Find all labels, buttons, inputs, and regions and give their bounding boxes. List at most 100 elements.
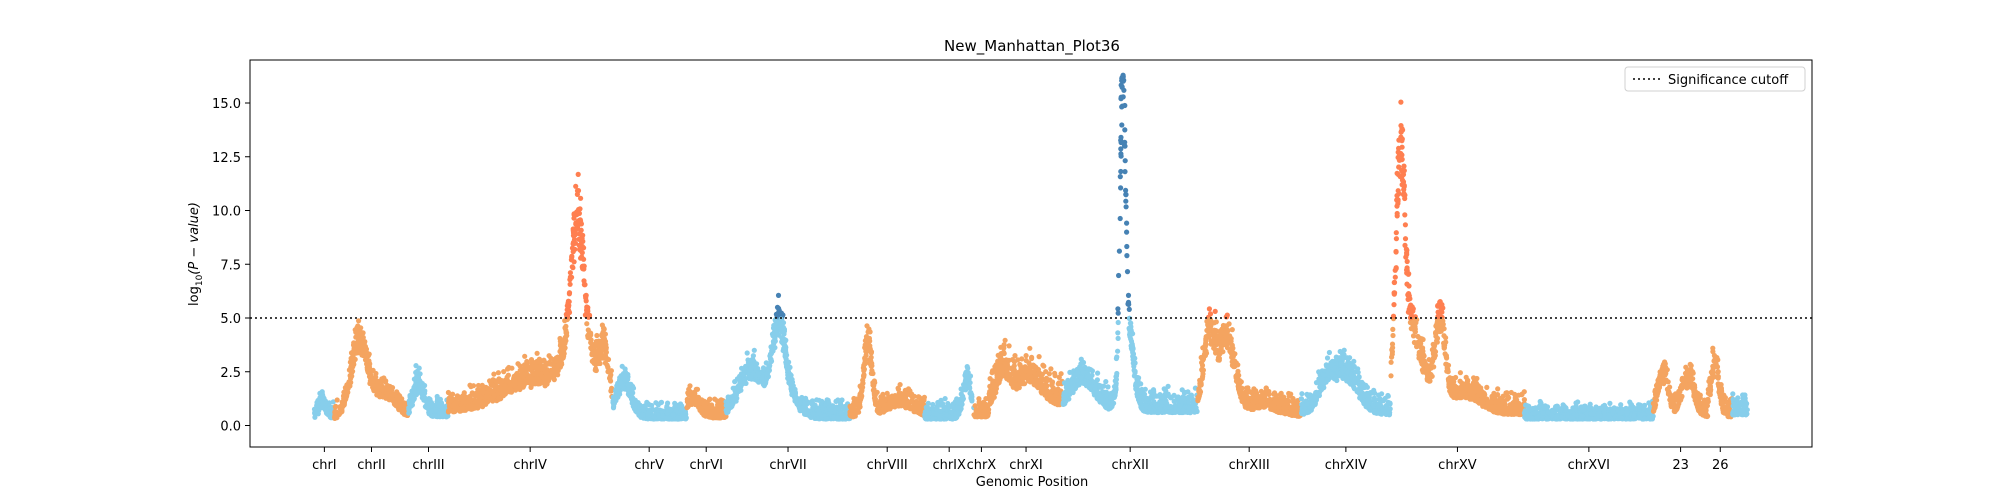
data-point xyxy=(330,399,336,405)
data-point xyxy=(1101,389,1108,395)
data-point xyxy=(759,375,765,381)
data-point xyxy=(571,259,577,265)
data-point xyxy=(802,411,808,417)
data-point xyxy=(1126,306,1132,312)
data-point xyxy=(1165,391,1171,397)
data-point xyxy=(778,310,785,316)
data-point xyxy=(360,349,366,355)
data-point xyxy=(327,414,333,420)
data-point xyxy=(1150,387,1157,393)
data-point xyxy=(445,389,451,396)
data-point xyxy=(823,416,829,422)
data-point xyxy=(370,367,376,373)
data-point xyxy=(924,415,930,421)
data-point xyxy=(538,380,544,386)
data-point xyxy=(1122,127,1128,133)
plot-area xyxy=(249,59,1813,448)
data-point xyxy=(840,415,846,421)
data-point xyxy=(378,383,384,389)
data-point xyxy=(687,383,693,389)
data-point xyxy=(996,368,1002,374)
data-point xyxy=(1048,366,1054,372)
data-point xyxy=(394,389,400,395)
data-point xyxy=(756,379,762,385)
data-point xyxy=(695,394,702,400)
data-point xyxy=(1129,343,1135,349)
data-point xyxy=(567,274,574,280)
data-point xyxy=(1102,404,1108,410)
data-point xyxy=(575,188,582,194)
data-point xyxy=(366,359,372,365)
data-point xyxy=(1118,146,1124,152)
data-point xyxy=(1033,364,1039,370)
data-point xyxy=(498,386,504,392)
data-point xyxy=(982,404,988,410)
data-point xyxy=(583,292,589,298)
data-point xyxy=(810,411,816,417)
data-point xyxy=(783,337,789,343)
data-point xyxy=(618,379,624,385)
data-point xyxy=(424,404,430,410)
data-point xyxy=(436,402,443,409)
data-point xyxy=(1040,362,1046,368)
data-point xyxy=(1123,191,1129,198)
data-point xyxy=(454,405,460,411)
data-point xyxy=(454,399,460,405)
data-point xyxy=(867,346,873,352)
data-point xyxy=(601,336,608,342)
data-point xyxy=(1080,369,1086,376)
data-point xyxy=(709,402,715,408)
data-point xyxy=(725,409,731,415)
data-point xyxy=(857,394,863,400)
data-point xyxy=(926,410,932,416)
data-point xyxy=(875,408,881,414)
data-point xyxy=(1151,393,1157,399)
data-point xyxy=(502,382,508,388)
data-point xyxy=(1118,185,1124,191)
data-point xyxy=(421,397,427,403)
data-point xyxy=(449,396,455,402)
data-point xyxy=(607,376,613,382)
data-point xyxy=(961,383,968,389)
data-point xyxy=(665,400,671,406)
data-point xyxy=(569,254,575,260)
data-point xyxy=(622,366,628,372)
data-point xyxy=(572,230,578,237)
data-point xyxy=(1122,139,1128,145)
data-point xyxy=(348,368,355,374)
data-point xyxy=(491,371,497,377)
data-point xyxy=(956,410,962,416)
data-point xyxy=(872,390,878,397)
data-point xyxy=(1127,320,1133,326)
data-point xyxy=(862,355,868,361)
data-point xyxy=(373,374,379,380)
data-point xyxy=(990,395,996,401)
data-point xyxy=(493,385,499,391)
data-point xyxy=(1122,169,1128,175)
data-points xyxy=(311,72,1750,422)
data-point xyxy=(578,195,584,201)
data-point xyxy=(546,359,553,366)
data-point xyxy=(584,321,590,327)
data-point xyxy=(883,404,889,411)
data-point xyxy=(1103,398,1109,404)
data-point xyxy=(1028,370,1034,376)
data-point xyxy=(792,386,798,392)
data-point xyxy=(708,409,714,415)
data-point xyxy=(514,375,521,381)
data-point xyxy=(826,400,832,406)
data-point xyxy=(641,404,647,410)
data-point xyxy=(484,390,490,396)
data-point xyxy=(921,394,928,400)
data-point xyxy=(1083,383,1089,389)
data-point xyxy=(925,400,931,406)
data-point xyxy=(1136,375,1142,381)
data-point xyxy=(741,366,747,372)
data-point xyxy=(1167,409,1174,415)
data-point xyxy=(548,367,554,373)
data-point xyxy=(362,343,368,350)
data-point xyxy=(870,380,876,386)
data-point xyxy=(681,415,687,421)
data-point xyxy=(967,373,974,379)
